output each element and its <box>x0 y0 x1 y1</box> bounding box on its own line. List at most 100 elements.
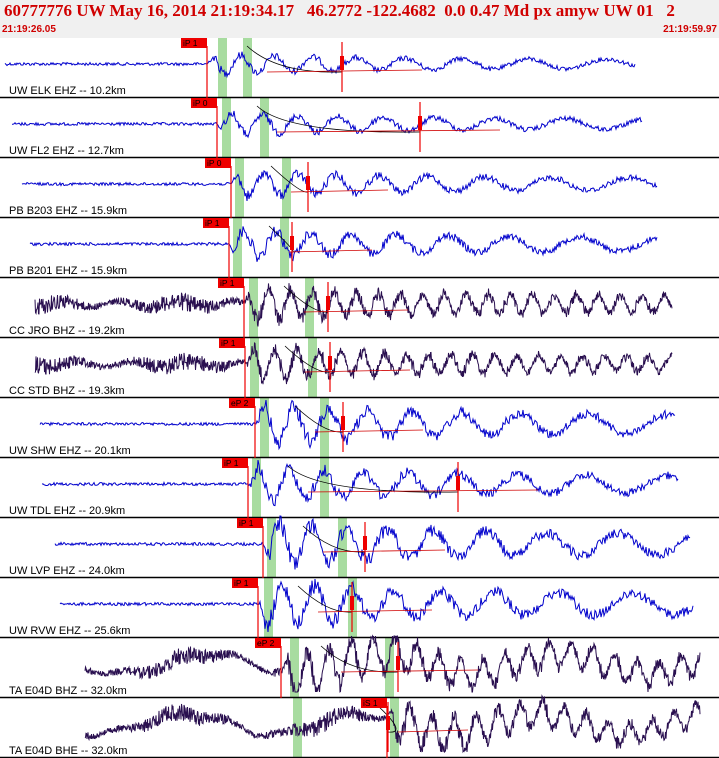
amplitude-marker <box>340 56 344 70</box>
coda-fit-line <box>304 369 411 373</box>
station-label: PB B203 EHZ -- 15.9km <box>9 205 127 217</box>
pick-label-box <box>218 278 244 288</box>
pick-label: iP 1 <box>239 518 254 528</box>
station-label: TA E04D BHZ -- 32.0km <box>9 685 127 697</box>
station-label: CC STD BHZ -- 19.3km <box>9 385 125 397</box>
waveform <box>34 342 673 385</box>
station-label: UW LVP EHZ -- 24.0km <box>9 565 125 577</box>
coda-curve <box>302 525 366 553</box>
coda-curve <box>377 705 397 733</box>
trace-row: iP 1 CC STD BHZ -- 19.3km <box>0 338 719 399</box>
pick-window-shade <box>390 698 399 758</box>
pick-window-shade <box>290 638 299 698</box>
waveform <box>39 399 676 451</box>
trace-row: eP 2 TA E04D BHZ -- 32.0km <box>0 634 719 699</box>
pick-label-box <box>229 398 255 408</box>
trace-row: iS 1 TA E04D BHE -- 32.0km <box>0 694 719 758</box>
coda-curve <box>297 585 353 613</box>
pick-label-box <box>219 338 245 348</box>
waveform <box>59 578 694 633</box>
pick-label-box <box>232 578 258 588</box>
station-label: TA E04D BHE -- 32.0km <box>9 745 127 757</box>
station-label: CC JRO BHZ -- 19.2km <box>9 325 125 337</box>
coda-curve <box>287 465 459 493</box>
coda-curve <box>294 405 344 433</box>
station-label: UW SHW EHZ -- 20.1km <box>9 445 131 457</box>
amplitude-marker <box>306 176 310 190</box>
pick-label: iP 1 <box>205 218 220 228</box>
pick-label-box <box>191 98 217 108</box>
pick-label: iP 1 <box>220 278 235 288</box>
coda-fit-line <box>397 729 469 733</box>
pick-label-box <box>203 218 229 228</box>
station-label: UW RVW EHZ -- 25.6km <box>9 625 130 637</box>
coda-curve <box>284 345 331 373</box>
amplitude-marker <box>386 716 390 730</box>
trace-row: iP 1 PB B201 EHZ -- 15.9km <box>0 218 719 279</box>
trace-row: iP 1 UW ELK EHZ -- 10.2km <box>0 38 719 99</box>
pick-window-shade <box>218 38 227 98</box>
coda-curve <box>256 105 421 133</box>
amplitude-marker <box>290 236 294 250</box>
pick-window-shade <box>250 338 259 398</box>
pick-window-shade <box>243 38 252 98</box>
amplitude-marker <box>396 656 400 670</box>
pick-window-shade <box>235 158 244 218</box>
coda-fit-line <box>307 489 539 493</box>
coda-fit-line <box>317 609 433 613</box>
pick-label: iP 0 <box>193 98 208 108</box>
station-label: UW FL2 EHZ -- 12.7km <box>9 145 124 157</box>
coda-fit-line <box>322 549 446 553</box>
waveform <box>4 51 636 79</box>
trace-rows: iP 1 UW ELK EHZ -- 10.2km iP 0 UW FL2 EHZ -… <box>0 38 719 758</box>
trace-row: iP 1 UW TDL EHZ -- 20.9km <box>0 458 719 519</box>
waveform <box>41 459 679 507</box>
pick-label: eP 2 <box>231 398 249 408</box>
pick-window-shade <box>305 278 314 338</box>
pick-label-box <box>205 158 231 168</box>
event-title: 60777776 UW May 16, 2014 21:19:34.17 46.… <box>4 1 675 20</box>
coda-curve <box>283 285 329 313</box>
pick-window-shade <box>338 518 347 578</box>
coda-fit-line <box>290 189 389 193</box>
pick-window-shade <box>252 458 261 518</box>
pick-window-shade <box>260 398 269 458</box>
amplitude-marker <box>363 536 367 550</box>
coda-fit-line <box>340 669 479 673</box>
station-label: PB B201 EHZ -- 15.9km <box>9 265 127 277</box>
pick-label-box <box>222 458 248 468</box>
pick-label-box <box>181 38 207 48</box>
pick-label: iP 1 <box>224 458 239 468</box>
pick-window-shade <box>222 98 231 158</box>
trace-row: iP 1 CC JRO BHZ -- 19.2km <box>0 278 719 339</box>
pick-label: eP 2 <box>257 638 275 648</box>
amplitude-marker <box>328 356 332 370</box>
coda-curve <box>320 645 399 673</box>
amplitude-marker <box>326 296 330 310</box>
waveform <box>84 694 701 754</box>
waveform <box>11 110 643 139</box>
trace-row: iP 0 UW FL2 EHZ -- 12.7km <box>0 98 719 159</box>
pick-label: iP 1 <box>221 338 236 348</box>
coda-fit-line <box>288 249 373 253</box>
trace-row: iP 1 UW LVP EHZ -- 24.0km <box>0 515 719 579</box>
end-time: 21:19:59.97 <box>663 24 717 35</box>
amplitude-marker <box>341 416 345 430</box>
coda-fit-line <box>276 129 501 133</box>
pick-window-shade <box>233 218 242 278</box>
coda-curve <box>246 45 343 73</box>
pick-label-box <box>237 518 263 528</box>
start-time: 21:19:26.05 <box>2 24 56 35</box>
header-bar: 60777776 UW May 16, 2014 21:19:34.17 46.… <box>0 0 719 38</box>
coda-fit-line <box>314 429 424 433</box>
pick-window-shade <box>320 458 329 518</box>
waveform <box>21 169 658 201</box>
coda-fit-line <box>266 69 423 73</box>
pick-window-shade <box>385 638 394 698</box>
station-label: UW TDL EHZ -- 20.9km <box>9 505 125 517</box>
pick-window-shade <box>264 578 273 638</box>
amplitude-marker <box>350 596 354 610</box>
waveform <box>34 283 673 327</box>
seismogram-panel: iP 1 UW ELK EHZ -- 10.2km iP 0 UW FL2 EHZ -… <box>0 38 719 758</box>
station-label: UW ELK EHZ -- 10.2km <box>9 85 126 97</box>
